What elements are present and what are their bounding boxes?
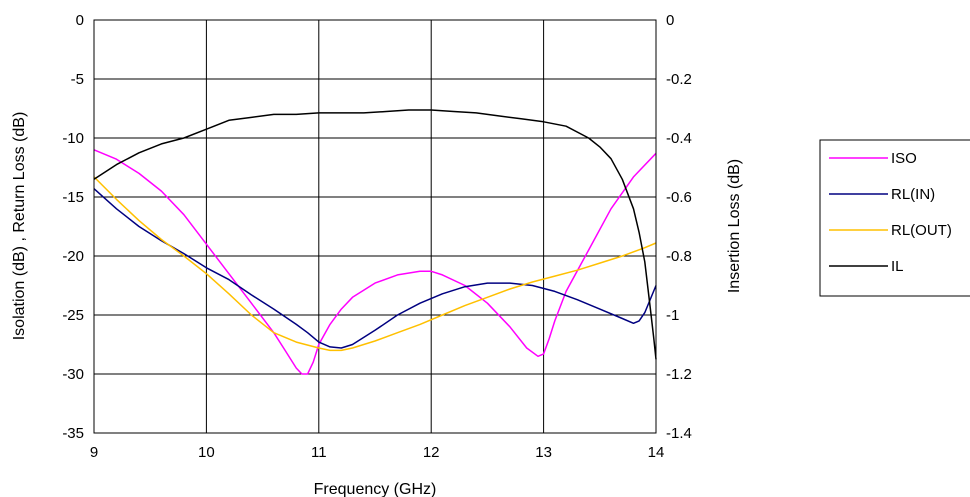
x-tick-label: 10 bbox=[198, 444, 215, 461]
legend-label-rl-out: RL(OUT) bbox=[891, 222, 952, 239]
right-axis-ticks: 0 -0.2 -0.4 -0.6 -0.8 -1 -1.2 -1.4 bbox=[666, 12, 692, 442]
x-tick-label: 9 bbox=[90, 444, 98, 461]
series-line-il bbox=[93, 109, 657, 360]
right-axis-title: Insertion Loss (dB) bbox=[726, 159, 743, 293]
series-line-iso bbox=[93, 149, 657, 375]
right-tick-label: -1.4 bbox=[666, 425, 692, 442]
right-tick-label: -1 bbox=[666, 307, 679, 324]
right-tick-label: -1.2 bbox=[666, 366, 692, 383]
legend-label-il: IL bbox=[891, 258, 904, 275]
plot-area bbox=[94, 20, 656, 433]
x-tick-label: 12 bbox=[423, 444, 440, 461]
legend-box bbox=[819, 139, 970, 297]
right-tick-label: -0.8 bbox=[666, 248, 692, 265]
x-tick-label: 14 bbox=[648, 444, 665, 461]
x-tick-label: 11 bbox=[311, 444, 327, 461]
right-tick-label: -0.6 bbox=[666, 189, 692, 206]
left-tick-label: -15 bbox=[62, 189, 84, 206]
right-tick-label: -0.4 bbox=[666, 130, 692, 147]
left-tick-label: -20 bbox=[62, 248, 84, 265]
left-tick-label: -25 bbox=[62, 307, 84, 324]
left-tick-label: 0 bbox=[76, 12, 84, 29]
right-tick-label: 0 bbox=[666, 12, 674, 29]
x-axis-title: Frequency (GHz) bbox=[314, 481, 437, 497]
right-tick-label: -0.2 bbox=[666, 71, 692, 88]
left-tick-label: -35 bbox=[62, 425, 84, 442]
series-line-rl-in bbox=[93, 188, 657, 349]
x-axis-ticks: 9 10 11 12 13 14 bbox=[90, 444, 665, 461]
legend-label-rl-in: RL(IN) bbox=[891, 186, 935, 203]
left-axis-title: Isolation (dB) , Return Loss (dB) bbox=[11, 112, 28, 341]
legend: ISO RL(IN) RL(OUT) IL bbox=[819, 139, 970, 297]
left-tick-label: -30 bbox=[62, 366, 84, 383]
series-layer bbox=[93, 109, 657, 375]
plot-frame bbox=[93, 19, 657, 434]
left-tick-label: -5 bbox=[71, 71, 84, 88]
x-tick-label: 13 bbox=[535, 444, 552, 461]
legend-label-iso: ISO bbox=[891, 150, 917, 167]
left-tick-label: -10 bbox=[62, 130, 84, 147]
series-line-rl-out bbox=[93, 176, 657, 352]
left-axis-ticks: 0 -5 -10 -15 -20 -25 -30 -35 bbox=[62, 12, 84, 442]
